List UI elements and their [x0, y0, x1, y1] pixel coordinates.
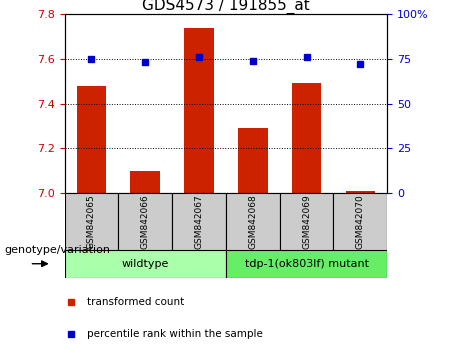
- Text: wildtype: wildtype: [122, 259, 169, 269]
- Text: GSM842065: GSM842065: [87, 194, 96, 249]
- Text: tdp-1(ok803lf) mutant: tdp-1(ok803lf) mutant: [245, 259, 368, 269]
- Text: GSM842069: GSM842069: [302, 194, 311, 249]
- Text: GSM842068: GSM842068: [248, 194, 257, 249]
- Bar: [333, 193, 387, 250]
- Text: GSM842067: GSM842067: [195, 194, 203, 249]
- Bar: [77, 86, 106, 193]
- Text: percentile rank within the sample: percentile rank within the sample: [87, 329, 263, 339]
- Text: genotype/variation: genotype/variation: [5, 245, 111, 255]
- Bar: [184, 28, 214, 193]
- Bar: [172, 193, 226, 250]
- Text: GSM842066: GSM842066: [141, 194, 150, 249]
- Text: GSM842070: GSM842070: [356, 194, 365, 249]
- Bar: [118, 193, 172, 250]
- Bar: [346, 191, 375, 193]
- Bar: [292, 84, 321, 193]
- Bar: [280, 193, 333, 250]
- Bar: [130, 171, 160, 193]
- Bar: [226, 250, 387, 278]
- Title: GDS4573 / 191855_at: GDS4573 / 191855_at: [142, 0, 310, 14]
- Bar: [226, 193, 280, 250]
- Bar: [65, 193, 118, 250]
- Text: transformed count: transformed count: [87, 297, 184, 307]
- Bar: [238, 128, 267, 193]
- Bar: [65, 250, 226, 278]
